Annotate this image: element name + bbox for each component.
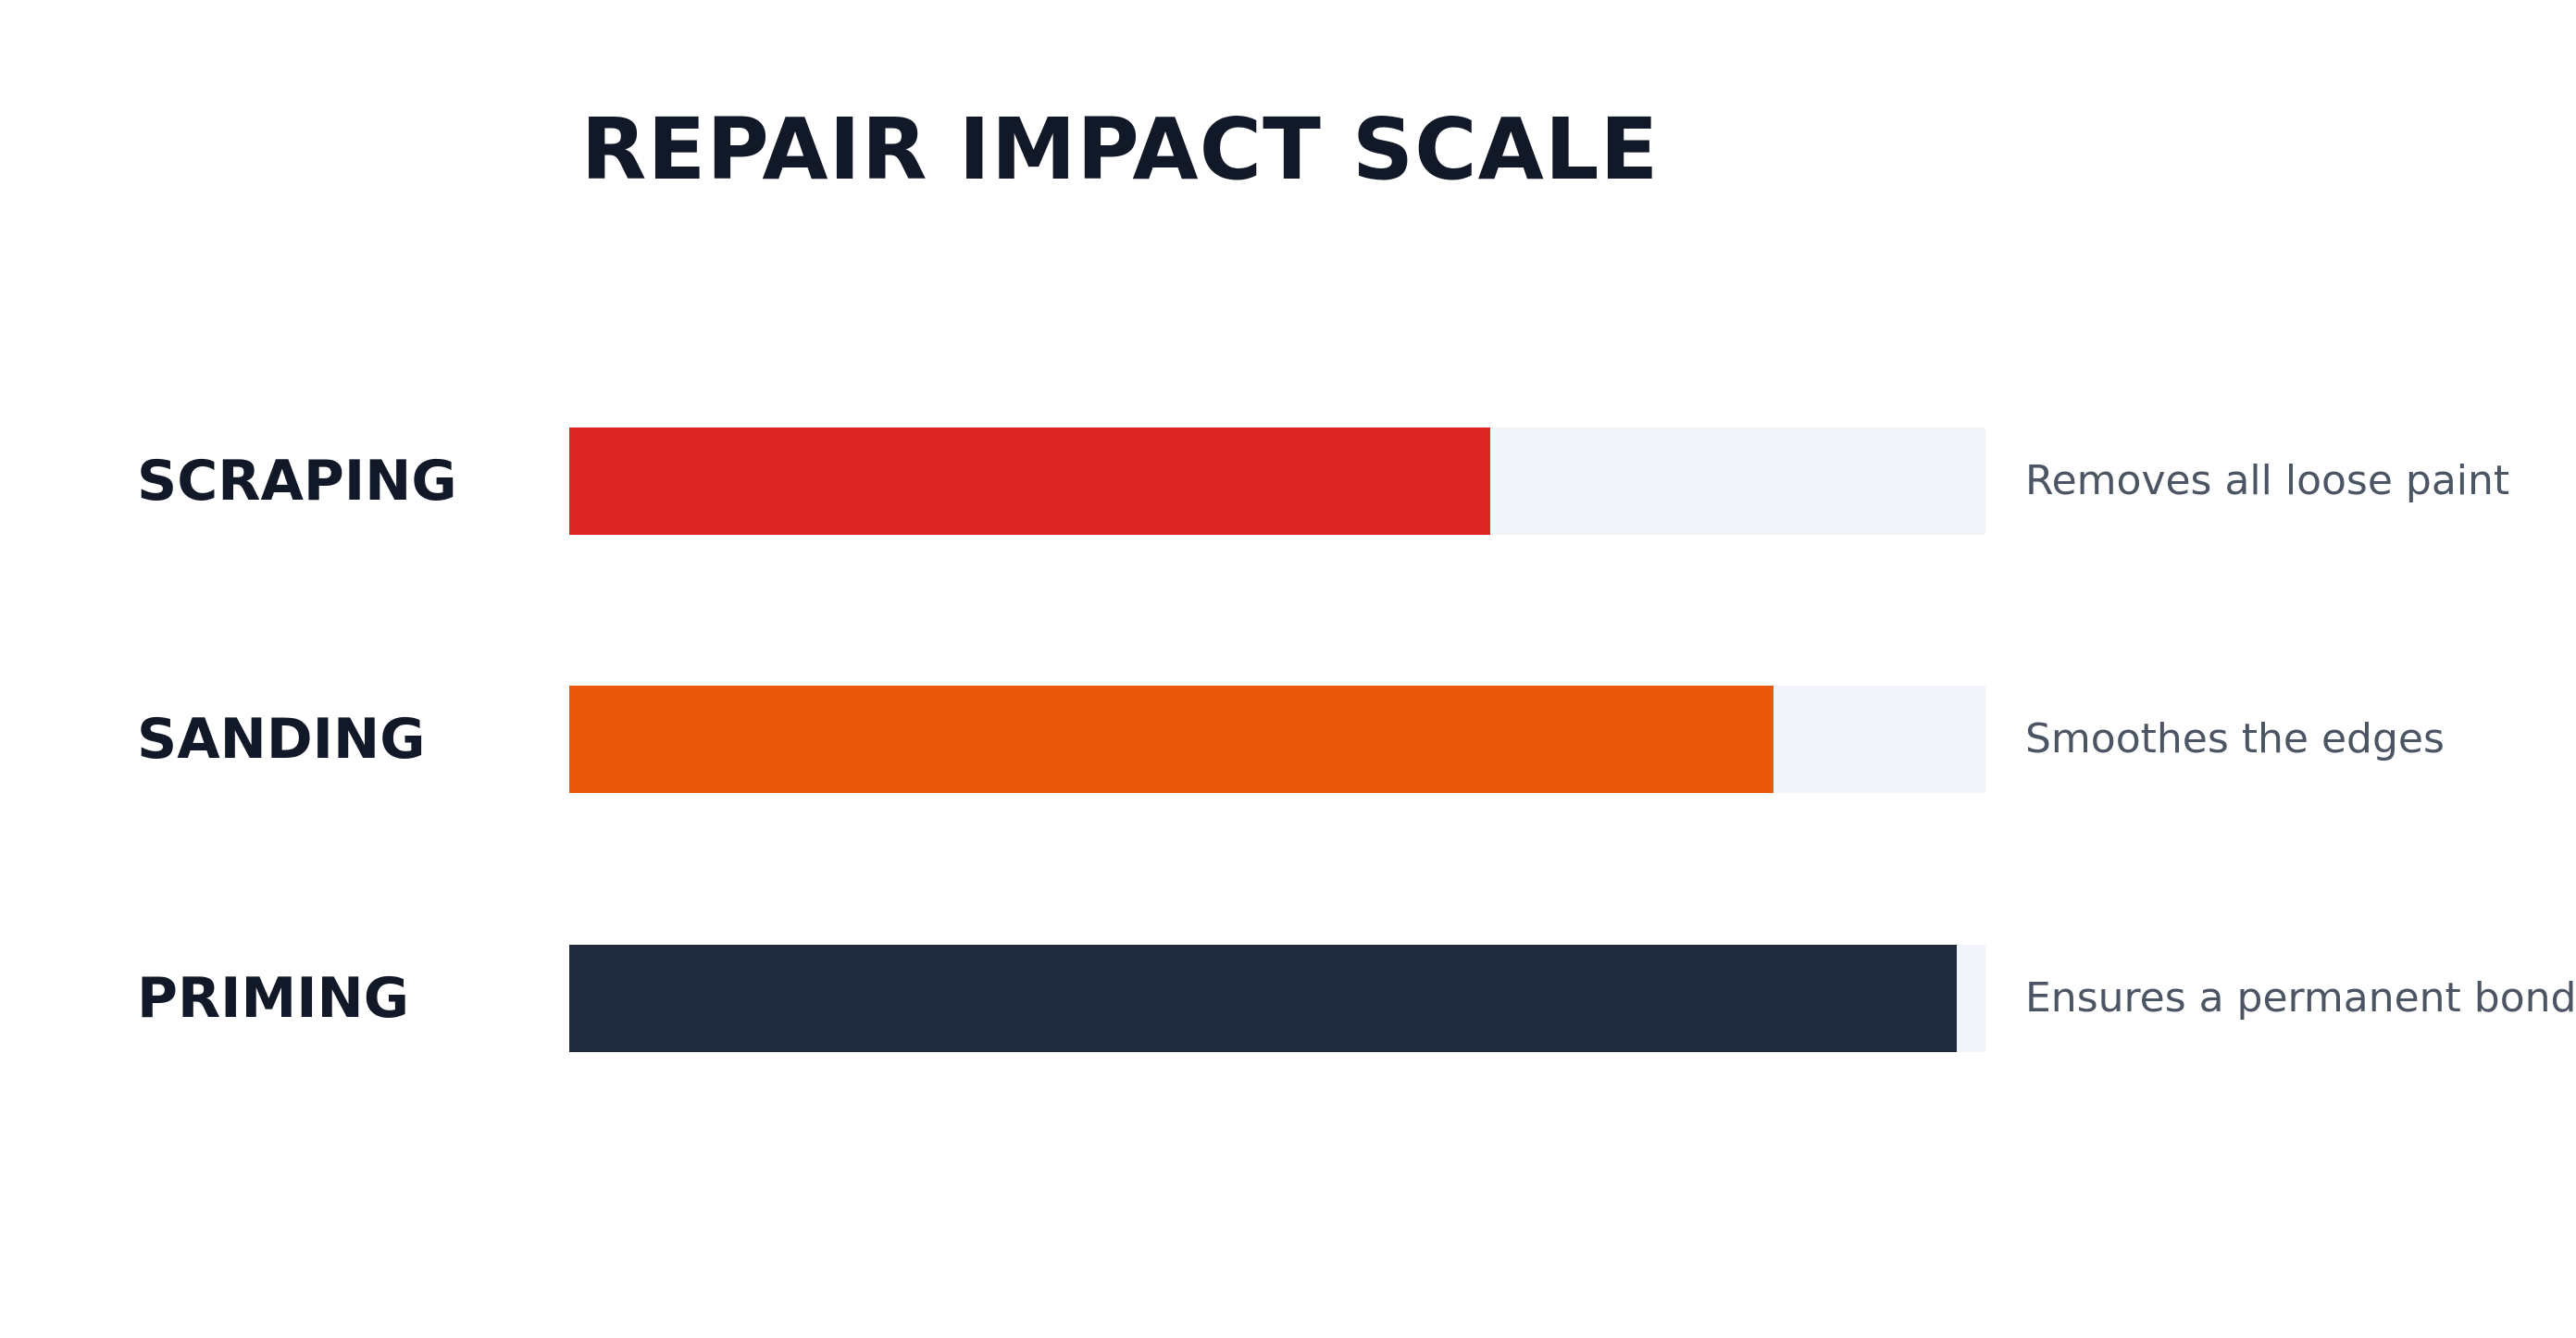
bar-row-scraping: SCRAPING Removes all loose paint [0,427,2576,535]
bar-scraping [569,427,1490,535]
bar-row-priming: PRIMING Ensures a permanent bond [0,945,2576,1052]
bar-track-sanding [569,686,1985,793]
bar-description-sanding: Smoothes the edges [2025,715,2445,762]
bar-label-scraping: SCRAPING [137,449,457,514]
chart-title: REPAIR IMPACT SCALE [580,100,1660,199]
bar-priming [569,945,1958,1052]
bar-sanding [569,686,1773,793]
bar-label-sanding: SANDING [137,707,426,772]
bar-description-scraping: Removes all loose paint [2025,457,2510,504]
bar-track-priming [569,945,1985,1052]
bar-label-priming: PRIMING [137,966,409,1031]
bar-description-priming: Ensures a permanent bond [2025,974,2576,1022]
bar-track-scraping [569,427,1985,535]
bar-row-sanding: SANDING Smoothes the edges [0,686,2576,793]
